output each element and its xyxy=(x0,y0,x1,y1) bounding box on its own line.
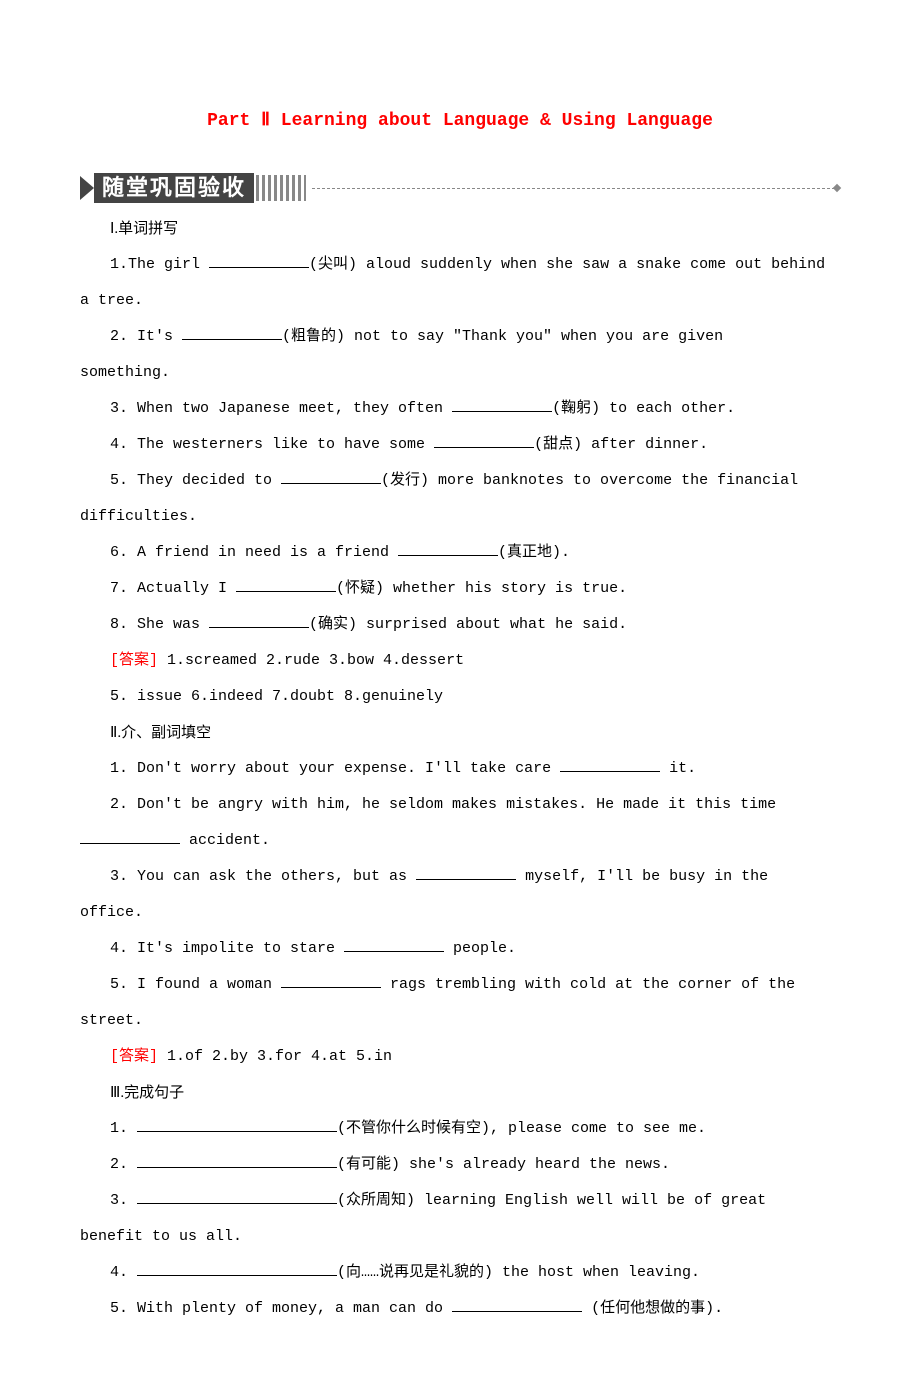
section-banner: 随堂巩固验收 xyxy=(80,173,840,203)
s1-q4-text-b: (甜点) after dinner. xyxy=(534,436,708,453)
s2-q1-text-b: it. xyxy=(660,760,696,777)
s1-q6-text-a: 6. A friend in need is a friend xyxy=(110,544,398,561)
blank xyxy=(398,541,498,556)
s3-q2: 2. (有可能) she's already heard the news. xyxy=(80,1147,840,1183)
s1-q5-text-a: 5. They decided to xyxy=(110,472,281,489)
banner-stripes-icon xyxy=(256,175,306,201)
s3-q5-text-b: (任何他想做的事). xyxy=(582,1300,723,1317)
s1-q7-text-b: (怀疑) whether his story is true. xyxy=(336,580,627,597)
s2-q2-cont: accident. xyxy=(80,823,840,859)
s1-q1-text-a: 1.The girl xyxy=(110,256,209,273)
s2-q3-text-b: myself, I'll be busy in the xyxy=(516,868,768,885)
s2-q3: 3. You can ask the others, but as myself… xyxy=(80,859,840,895)
s1-q6-text-b: (真正地). xyxy=(498,544,570,561)
blank xyxy=(452,1297,582,1312)
blank xyxy=(281,973,381,988)
blank xyxy=(137,1189,337,1204)
blank xyxy=(137,1117,337,1132)
s3-q4-text-b: (向……说再见是礼貌的) the host when leaving. xyxy=(337,1264,700,1281)
banner-arrow-icon xyxy=(80,176,94,200)
s1-q7-text-a: 7. Actually I xyxy=(110,580,236,597)
s1-q8: 8. She was (确实) surprised about what he … xyxy=(80,607,840,643)
s2-q2: 2. Don't be angry with him, he seldom ma… xyxy=(80,787,840,823)
section-3-label: Ⅲ.完成句子 xyxy=(80,1075,840,1111)
blank xyxy=(209,253,309,268)
s3-q4-text-a: 4. xyxy=(110,1264,137,1281)
s1-q2-text-a: 2. It's xyxy=(110,328,182,345)
blank xyxy=(236,577,336,592)
s1-q5: 5. They decided to (发行) more banknotes t… xyxy=(80,463,840,499)
s3-q5-text-a: 5. With plenty of money, a man can do xyxy=(110,1300,452,1317)
blank xyxy=(416,865,516,880)
blank xyxy=(344,937,444,952)
s2-q2-text-b: accident. xyxy=(180,832,270,849)
s2-q5-text-b: rags trembling with cold at the corner o… xyxy=(381,976,795,993)
s1-q5-text-b: (发行) more banknotes to overcome the fina… xyxy=(381,472,798,489)
s1-q8-text-b: (确实) surprised about what he said. xyxy=(309,616,627,633)
s1-q7: 7. Actually I (怀疑) whether his story is … xyxy=(80,571,840,607)
blank xyxy=(452,397,552,412)
blank xyxy=(137,1153,337,1168)
s1-q3-text-a: 3. When two Japanese meet, they often xyxy=(110,400,452,417)
s2-q5: 5. I found a woman rags trembling with c… xyxy=(80,967,840,1003)
s1-q8-text-a: 8. She was xyxy=(110,616,209,633)
s2-q5-text-a: 5. I found a woman xyxy=(110,976,281,993)
page-title: Part Ⅱ Learning about Language & Using L… xyxy=(80,100,840,143)
s1-q3-text-b: (鞠躬) to each other. xyxy=(552,400,735,417)
s1-q4: 4. The westerners like to have some (甜点)… xyxy=(80,427,840,463)
blank xyxy=(182,325,282,340)
s3-q2-text-b: (有可能) she's already heard the news. xyxy=(337,1156,670,1173)
s2-q4-text-b: people. xyxy=(444,940,516,957)
s1-q1: 1.The girl (尖叫) aloud suddenly when she … xyxy=(80,247,840,283)
s3-q3-text-b: (众所周知) learning English well will be of … xyxy=(337,1192,766,1209)
s1-q2-cont: something. xyxy=(80,355,840,391)
s1-q3: 3. When two Japanese meet, they often (鞠… xyxy=(80,391,840,427)
s3-q4: 4. (向……说再见是礼貌的) the host when leaving. xyxy=(80,1255,840,1291)
s1-q5-cont: difficulties. xyxy=(80,499,840,535)
banner-text: 随堂巩固验收 xyxy=(94,173,254,203)
section-1-label: Ⅰ.单词拼写 xyxy=(80,211,840,247)
banner-line xyxy=(312,188,840,189)
s3-q3: 3. (众所周知) learning English well will be … xyxy=(80,1183,840,1219)
s2-q2-text-a: 2. Don't be angry with him, he seldom ma… xyxy=(110,796,776,813)
blank xyxy=(209,613,309,628)
s2-answer-line1: [答案] 1.of 2.by 3.for 4.at 5.in xyxy=(80,1039,840,1075)
s1-q6: 6. A friend in need is a friend (真正地). xyxy=(80,535,840,571)
s1-answer-line1: [答案] 1.screamed 2.rude 3.bow 4.dessert xyxy=(80,643,840,679)
s3-q3-text-a: 3. xyxy=(110,1192,137,1209)
s1-q1-text-b: (尖叫) aloud suddenly when she saw a snake… xyxy=(309,256,825,273)
s1-q1-cont: a tree. xyxy=(80,283,840,319)
s3-q2-text-a: 2. xyxy=(110,1156,137,1173)
s1-answer-line2: 5. issue 6.indeed 7.doubt 8.genuinely xyxy=(80,679,840,715)
blank xyxy=(137,1261,337,1276)
s2-answer-text1: 1.of 2.by 3.for 4.at 5.in xyxy=(158,1048,392,1065)
s2-q5-cont: street. xyxy=(80,1003,840,1039)
s1-q2: 2. It's (粗鲁的) not to say "Thank you" whe… xyxy=(80,319,840,355)
section-2-label: Ⅱ.介、副词填空 xyxy=(80,715,840,751)
s1-q2-text-b: (粗鲁的) not to say "Thank you" when you ar… xyxy=(282,328,723,345)
s2-q3-text-a: 3. You can ask the others, but as xyxy=(110,868,416,885)
s1-answer-text1: 1.screamed 2.rude 3.bow 4.dessert xyxy=(158,652,464,669)
s2-q4-text-a: 4. It's impolite to stare xyxy=(110,940,344,957)
s2-q1-text-a: 1. Don't worry about your expense. I'll … xyxy=(110,760,560,777)
s1-q4-text-a: 4. The westerners like to have some xyxy=(110,436,434,453)
s3-q1: 1. (不管你什么时候有空), please come to see me. xyxy=(80,1111,840,1147)
answer-label: [答案] xyxy=(110,1048,158,1065)
s2-q3-cont: office. xyxy=(80,895,840,931)
blank xyxy=(281,469,381,484)
s3-q1-text-b: (不管你什么时候有空), please come to see me. xyxy=(337,1120,706,1137)
blank xyxy=(434,433,534,448)
s3-q5: 5. With plenty of money, a man can do (任… xyxy=(80,1291,840,1327)
s3-q1-text-a: 1. xyxy=(110,1120,137,1137)
s2-q1: 1. Don't worry about your expense. I'll … xyxy=(80,751,840,787)
answer-label: [答案] xyxy=(110,652,158,669)
s2-q4: 4. It's impolite to stare people. xyxy=(80,931,840,967)
s3-q3-cont: benefit to us all. xyxy=(80,1219,840,1255)
blank xyxy=(80,829,180,844)
blank xyxy=(560,757,660,772)
